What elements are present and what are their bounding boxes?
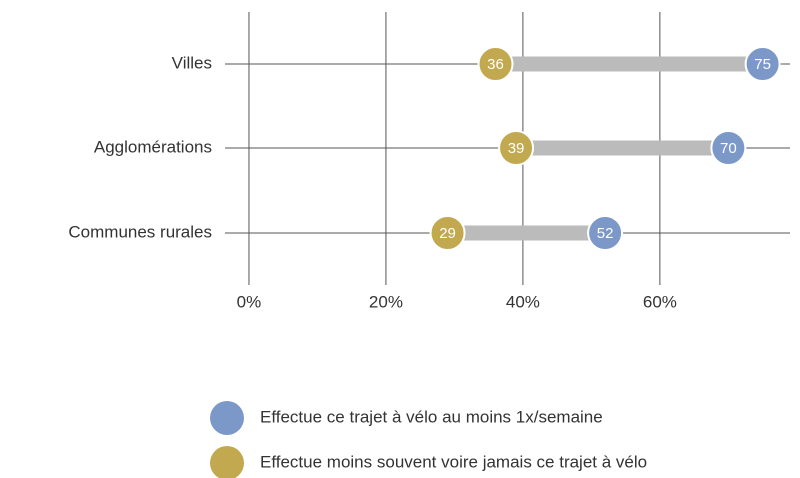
dot <box>587 215 624 251</box>
legend-swatch <box>210 446 244 478</box>
data-label: 75 <box>754 56 771 73</box>
dot <box>429 215 466 251</box>
y-tick-label: Agglomérations <box>94 137 212 156</box>
legend-label: Effectue moins souvent voire jamais ce t… <box>260 452 647 471</box>
dot <box>498 130 535 166</box>
x-tick-label: 60% <box>643 292 677 311</box>
x-tick-label: 0% <box>237 292 262 311</box>
data-label: 52 <box>597 225 614 242</box>
dot <box>477 46 514 82</box>
data-label: 70 <box>720 140 737 157</box>
dot <box>710 130 747 166</box>
y-tick-label: Communes rurales <box>68 222 212 241</box>
y-tick-label: Villes <box>172 53 212 72</box>
data-label: 36 <box>487 56 504 73</box>
x-tick-label: 40% <box>506 292 540 311</box>
data-label: 39 <box>508 140 525 157</box>
data-label: 29 <box>439 225 456 242</box>
legend-label: Effectue ce trajet à vélo au moins 1x/se… <box>260 407 603 426</box>
legend-swatch <box>210 401 244 435</box>
dot <box>744 46 781 82</box>
x-tick-label: 20% <box>369 292 403 311</box>
